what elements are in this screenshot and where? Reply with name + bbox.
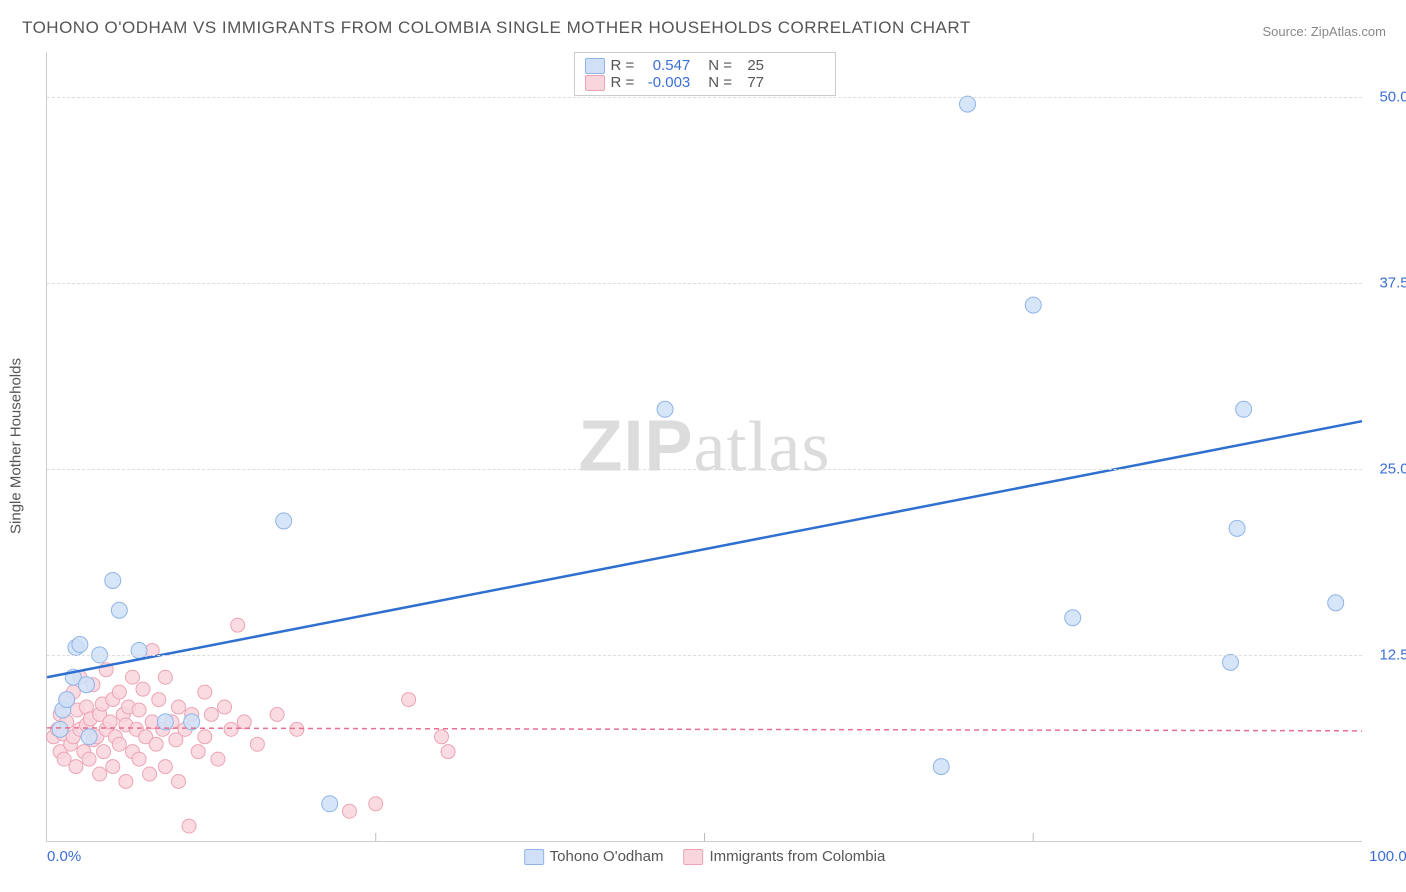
data-point [250, 737, 264, 751]
data-point [119, 774, 133, 788]
legend-label: Tohono O'odham [550, 848, 664, 865]
data-point [933, 759, 949, 775]
x-tick-min: 0.0% [47, 848, 81, 865]
data-point [93, 767, 107, 781]
legend-swatch [524, 849, 544, 865]
plot-area: ZIPatlas R =0.547N =25R =-0.003N =77 0.0… [46, 52, 1362, 842]
data-point [276, 513, 292, 529]
legend-r-value: -0.003 [640, 74, 690, 91]
data-point [132, 752, 146, 766]
data-point [224, 722, 238, 736]
chart-title: TOHONO O'ODHAM VS IMMIGRANTS FROM COLOMB… [22, 18, 971, 38]
data-point [106, 760, 120, 774]
data-point [72, 636, 88, 652]
data-point [149, 737, 163, 751]
data-point [290, 722, 304, 736]
legend-row: R = -0.003 N = 77 [585, 74, 825, 91]
source-attribution: Source: ZipAtlas.com [1262, 24, 1386, 39]
series-colombia [47, 618, 456, 833]
data-point [78, 677, 94, 693]
data-point [1025, 297, 1041, 313]
data-point [435, 730, 449, 744]
data-point [97, 745, 111, 759]
y-tick-label: 12.5% [1367, 646, 1406, 663]
data-point [158, 760, 172, 774]
data-point [82, 752, 96, 766]
series-tohono [52, 96, 1344, 812]
legend-item: Tohono O'odham [524, 848, 664, 865]
data-point [59, 692, 75, 708]
source-link[interactable]: ZipAtlas.com [1311, 24, 1386, 39]
y-tick-label: 50.0% [1367, 88, 1406, 105]
data-point [218, 700, 232, 714]
data-point [69, 760, 83, 774]
legend-swatch [683, 849, 703, 865]
data-point [105, 572, 121, 588]
data-point [52, 721, 68, 737]
data-point [1229, 520, 1245, 536]
data-point [143, 767, 157, 781]
data-point [103, 715, 117, 729]
legend-n-label: N = [708, 74, 732, 91]
legend-item: Immigrants from Colombia [683, 848, 885, 865]
data-point [198, 730, 212, 744]
data-point [112, 737, 126, 751]
data-point [441, 745, 455, 759]
data-point [1236, 401, 1252, 417]
data-point [152, 693, 166, 707]
data-point [191, 745, 205, 759]
gridline-horizontal [47, 655, 1362, 656]
data-point [402, 693, 416, 707]
y-axis-label: Single Mother Households [8, 358, 25, 534]
legend-row: R = 0.547 N = 25 [585, 57, 825, 74]
data-point [81, 729, 97, 745]
chart-svg [47, 52, 1362, 841]
data-point [111, 602, 127, 618]
data-point [1328, 595, 1344, 611]
legend-r-label: R = [611, 57, 635, 74]
data-point [1065, 610, 1081, 626]
legend-label: Immigrants from Colombia [709, 848, 885, 865]
legend-correlation: R = 0.547 N = 25 R = -0.003 N = 77 [574, 52, 836, 96]
data-point [182, 819, 196, 833]
x-tick-max: 100.0% [1369, 848, 1406, 865]
legend-r-label: R = [611, 74, 635, 91]
data-point [132, 703, 146, 717]
data-point [172, 774, 186, 788]
data-point [231, 618, 245, 632]
data-point [112, 685, 126, 699]
y-tick-label: 37.5% [1367, 274, 1406, 291]
data-point [172, 700, 186, 714]
data-point [1223, 654, 1239, 670]
data-point [237, 715, 251, 729]
y-tick-label: 25.0% [1367, 460, 1406, 477]
data-point [342, 804, 356, 818]
data-point [204, 707, 218, 721]
gridline-horizontal [47, 469, 1362, 470]
legend-n-value: 77 [738, 74, 764, 91]
data-point [125, 670, 139, 684]
legend-swatch [585, 58, 605, 74]
legend-n-value: 25 [738, 57, 764, 74]
data-point [960, 96, 976, 112]
legend-n-label: N = [708, 57, 732, 74]
data-point [158, 670, 172, 684]
data-point [211, 752, 225, 766]
data-point [270, 707, 284, 721]
legend-series: Tohono O'odham Immigrants from Colombia [524, 848, 886, 865]
data-point [369, 797, 383, 811]
data-point [136, 682, 150, 696]
source-prefix: Source: [1262, 24, 1310, 39]
legend-swatch [585, 75, 605, 91]
gridline-horizontal [47, 283, 1362, 284]
data-point [322, 796, 338, 812]
regression-line-tohono [47, 421, 1362, 677]
data-point [657, 401, 673, 417]
data-point [198, 685, 212, 699]
gridline-horizontal [47, 97, 1362, 98]
legend-r-value: 0.547 [640, 57, 690, 74]
data-point [131, 642, 147, 658]
